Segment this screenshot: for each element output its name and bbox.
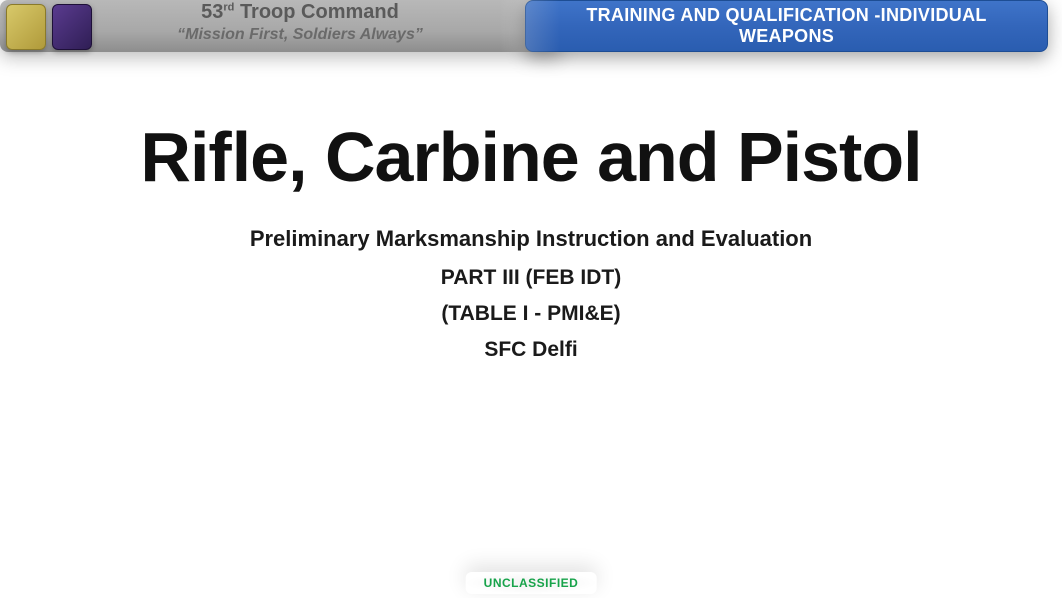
unit-motto: “Mission First, Soldiers Always” <box>100 26 500 44</box>
unit-name: Troop Command <box>234 1 398 23</box>
subtitle-3: (TABLE I - PMI&E) <box>0 302 1062 326</box>
classification-footer: UNCLASSIFIED <box>466 572 597 594</box>
content: Riﬂe, Carbine and Pistol Preliminary Mar… <box>0 120 1062 362</box>
unit-patch-1-icon <box>6 4 46 50</box>
unit-number: 53 <box>201 1 223 23</box>
unit-title: 53rd Troop Command <box>100 0 500 22</box>
subtitle-1: Preliminary Marksmanship Instruction and… <box>0 226 1062 252</box>
unit-patch-2-icon <box>52 4 92 50</box>
unit-block: 53rd Troop Command “Mission First, Soldi… <box>100 0 500 52</box>
header: 53rd Troop Command “Mission First, Soldi… <box>0 0 1062 52</box>
presenter: SFC Delﬁ <box>0 338 1062 362</box>
header-blue-banner: TRAINING AND QUALIFICATION -INDIVIDUAL W… <box>525 0 1048 52</box>
unit-ordinal: rd <box>223 1 234 13</box>
unit-patches <box>6 4 92 50</box>
header-blue-text: TRAINING AND QUALIFICATION -INDIVIDUAL W… <box>526 5 1047 47</box>
subtitle-2: PART III (FEB IDT) <box>0 266 1062 290</box>
slide: 53rd Troop Command “Mission First, Soldi… <box>0 0 1062 598</box>
main-title: Riﬂe, Carbine and Pistol <box>0 120 1062 196</box>
